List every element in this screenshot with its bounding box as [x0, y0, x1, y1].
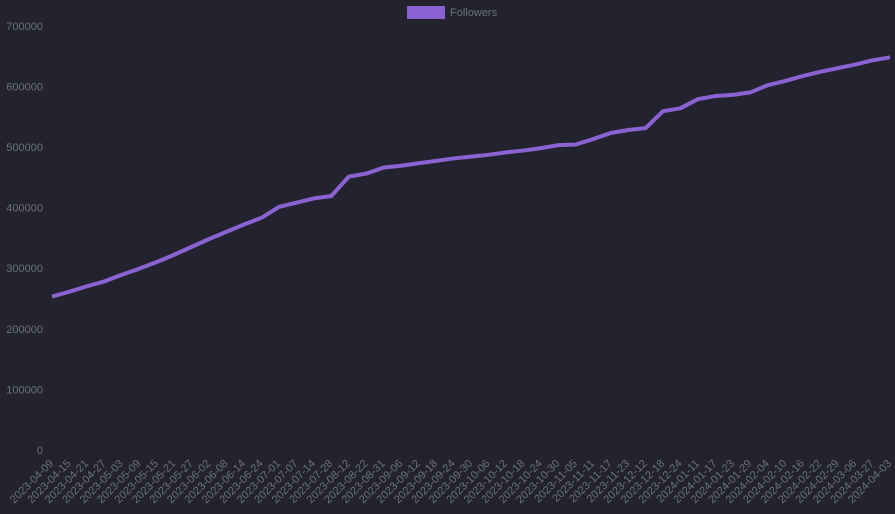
legend-label: Followers: [450, 7, 498, 19]
y-tick-label: 100000: [6, 384, 43, 396]
y-tick-label: 0: [37, 445, 43, 457]
y-tick-label: 700000: [6, 21, 43, 33]
y-tick-label: 500000: [6, 142, 43, 154]
y-tick-label: 200000: [6, 324, 43, 336]
y-tick-label: 400000: [6, 203, 43, 215]
y-tick-label: 600000: [6, 81, 43, 93]
line: [51, 55, 891, 299]
legend-swatch: [407, 6, 445, 19]
y-tick-label: 300000: [6, 263, 43, 275]
